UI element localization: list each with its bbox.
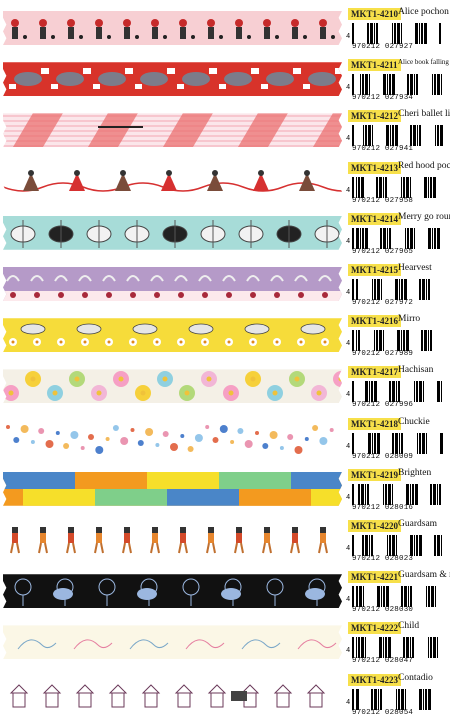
product-name: Contadio — [398, 672, 433, 683]
product-name: Cheri ballet light — [398, 109, 450, 120]
product-name: Alice book falling down — [398, 58, 450, 67]
tape-pattern-image — [3, 676, 342, 711]
barcode-number: 970212 028016 — [352, 503, 414, 512]
barcode-number: 970212 028054 — [352, 708, 414, 717]
product-code-label: MKT1-4222 — [348, 622, 401, 635]
barcode-image — [352, 125, 444, 147]
barcode-lead-digit: 4 — [346, 493, 351, 502]
tape-row: MKT1-4210 Alice pochon 4 970212 027927 — [0, 5, 450, 57]
barcode-image — [352, 330, 444, 352]
tape-pattern-image — [3, 471, 342, 506]
barcode-lead-digit: 4 — [346, 186, 351, 195]
product-code-label: MKT1-4211 — [348, 59, 401, 72]
barcode-number: 970212 027996 — [352, 401, 414, 410]
barcode-number: 970212 027941 — [352, 145, 414, 154]
tape-row: MKT1-4218 Chuckie 4 970212 028009 — [0, 415, 450, 467]
barcode-number: 970212 027927 — [352, 43, 414, 51]
product-name: Child — [398, 621, 420, 632]
product-name: Guardsam & rose — [398, 570, 450, 581]
barcode-lead-digit: 4 — [346, 237, 351, 246]
barcode-image — [352, 432, 444, 454]
product-code-label: MKT1-4217 — [348, 366, 401, 379]
product-code-label: MKT1-4219 — [348, 468, 401, 481]
product-name: Red hood pochon — [398, 160, 450, 171]
barcode-lead-digit: 4 — [346, 391, 351, 400]
product-code-label: MKT1-4214 — [348, 212, 401, 225]
barcode-image — [352, 381, 444, 403]
tape-pattern-image — [3, 574, 342, 609]
barcode-lead-digit: 4 — [346, 33, 351, 41]
barcode-image — [352, 483, 444, 505]
barcode-image — [352, 176, 444, 198]
product-code-label: MKT1-4216 — [348, 315, 401, 328]
tape-pattern-image — [3, 11, 342, 45]
barcode-image — [352, 227, 444, 249]
tape-pattern-image — [3, 113, 342, 148]
product-name: Merry go round — [398, 211, 450, 222]
barcode-number: 970212 028009 — [352, 452, 414, 461]
tape-row: MKT1-4220 Guardsam 4 970212 028023 — [0, 517, 450, 569]
product-code-label: MKT1-4223 — [348, 673, 401, 686]
barcode-image — [352, 535, 444, 556]
product-code-label: MKT1-4220 — [348, 520, 401, 532]
product-name: Alice pochon — [398, 7, 449, 17]
product-name: Chuckie — [398, 416, 430, 427]
barcode-lead-digit: 4 — [346, 442, 351, 451]
tape-row: MKT1-4219 Brighten 4 970212 028016 — [0, 466, 450, 518]
product-code-label: MKT1-4210 — [348, 8, 401, 20]
product-code-label: MKT1-4215 — [348, 264, 401, 276]
product-code-label: MKT1-4221 — [348, 571, 401, 584]
barcode-number: 970212 027934 — [352, 94, 414, 103]
barcode-lead-digit: 4 — [346, 596, 351, 605]
tape-row: MKT1-4223 Contadio 4 970212 028054 — [0, 671, 450, 723]
product-code-label: MKT1-4213 — [348, 161, 401, 174]
product-name: Brighten — [398, 467, 432, 478]
product-code-label: MKT1-4212 — [348, 110, 401, 123]
tape-row: MKT1-4217 Hachisan 4 970212 027996 — [0, 363, 450, 415]
tape-row: MKT1-4215 Hearvest 4 970212 027972 — [0, 261, 450, 313]
product-name: Guardsam — [398, 519, 438, 529]
tape-pattern-image — [3, 420, 342, 455]
barcode-number: 970212 027958 — [352, 196, 414, 205]
tape-pattern-image — [3, 215, 342, 250]
barcode-number: 970212 027989 — [352, 350, 414, 359]
tape-pattern-image — [3, 267, 342, 301]
tape-pattern-image — [3, 625, 342, 660]
product-name: Mirro — [398, 314, 421, 325]
barcode-image — [352, 637, 444, 659]
product-code-label: MKT1-4218 — [348, 417, 401, 430]
barcode-number: 970212 028030 — [352, 606, 414, 615]
tape-pattern-image — [3, 62, 342, 97]
barcode-lead-digit: 4 — [346, 340, 351, 349]
tape-pattern-image — [3, 369, 342, 404]
tape-row: MKT1-4216 Mirro 4 970212 027989 — [0, 312, 450, 364]
barcode-lead-digit: 4 — [346, 647, 351, 656]
barcode-number: 970212 027972 — [352, 299, 414, 307]
tape-row: MKT1-4222 Child 4 970212 028047 — [0, 619, 450, 671]
product-name: Hachisan — [398, 365, 434, 376]
barcode-number: 970212 028047 — [352, 657, 414, 666]
barcode-image — [352, 74, 444, 96]
tape-pattern-image — [3, 318, 342, 353]
barcode-lead-digit: 4 — [346, 545, 351, 553]
product-name: Hearvest — [398, 263, 432, 273]
barcode-image — [352, 279, 444, 300]
barcode-lead-digit: 4 — [346, 698, 351, 707]
barcode-number: 970212 028023 — [352, 555, 414, 563]
barcode-number: 970212 027965 — [352, 247, 414, 256]
barcode-image — [352, 23, 444, 44]
tape-pattern-image — [3, 164, 342, 199]
barcode-lead-digit: 4 — [346, 289, 351, 297]
barcode-lead-digit: 4 — [346, 84, 351, 93]
barcode-image — [352, 688, 444, 710]
barcode-image — [352, 586, 444, 608]
tape-pattern-image — [3, 523, 342, 557]
barcode-lead-digit: 4 — [346, 135, 351, 144]
